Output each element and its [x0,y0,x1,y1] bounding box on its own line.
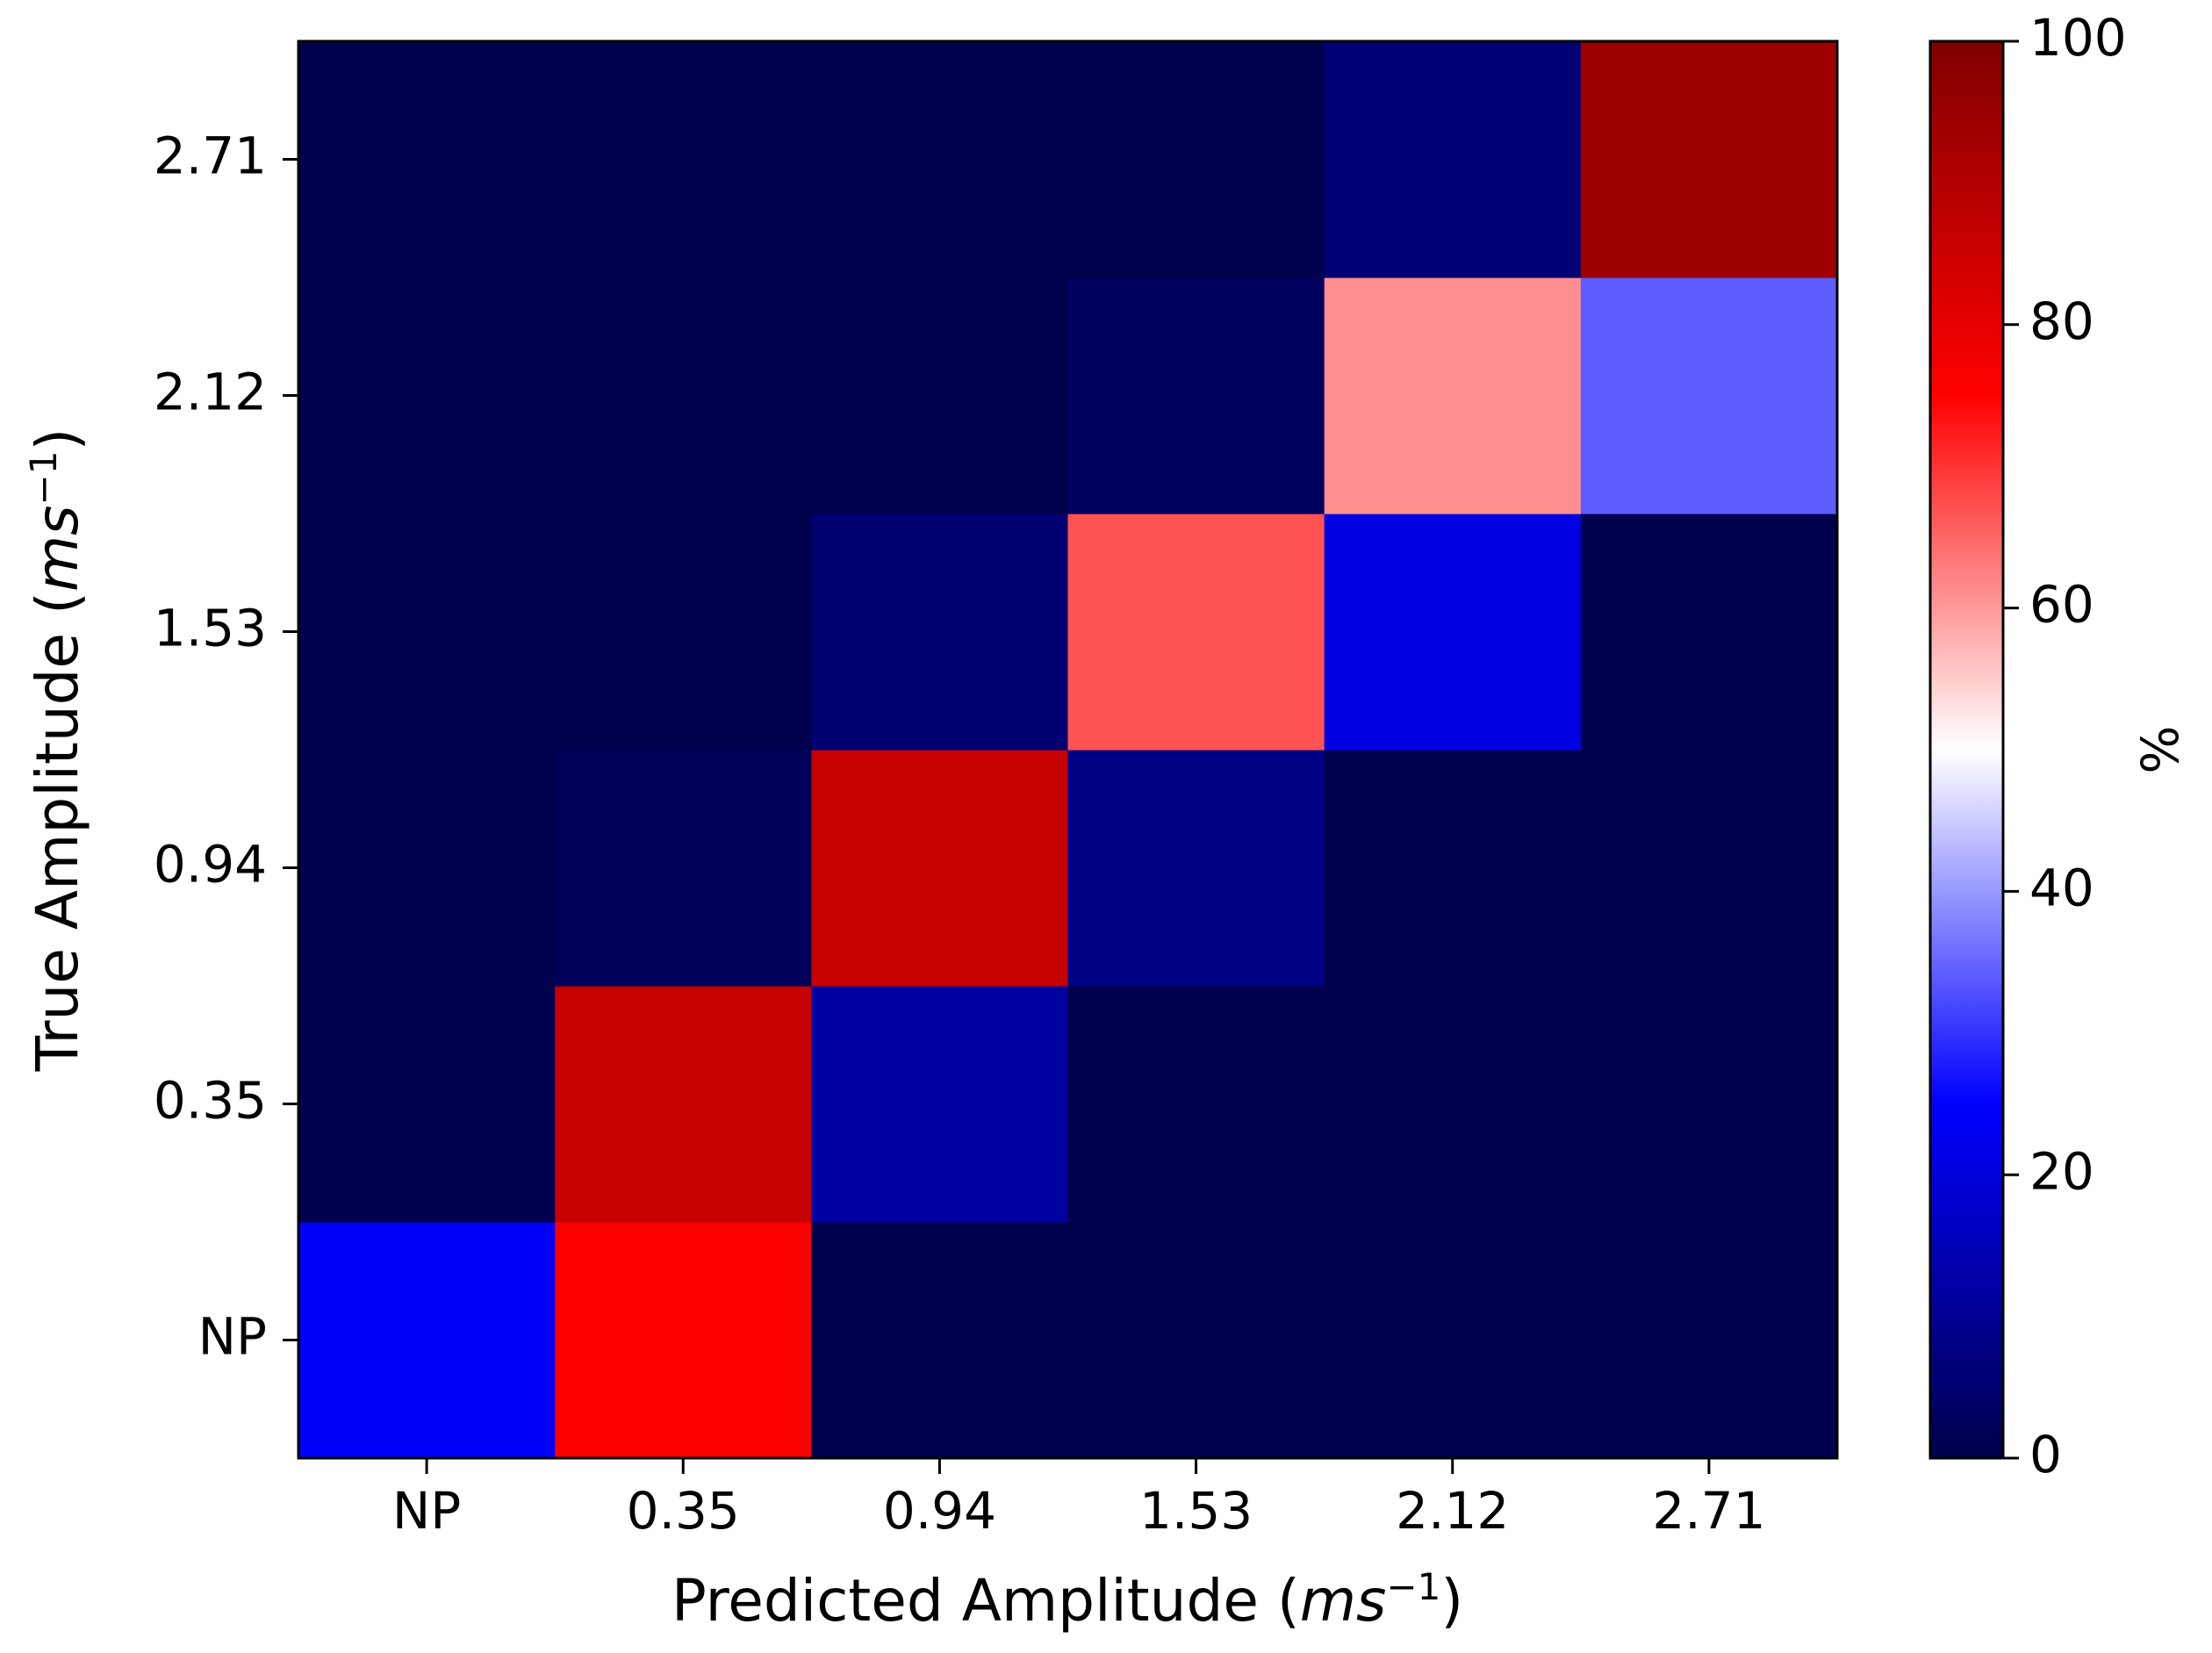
x-tick-label: 2.71 [1652,1481,1765,1541]
colorbar [1928,40,2005,1460]
x-tick-label: 0.35 [627,1481,740,1541]
heatmap-cell-r2-c0 [298,750,556,987]
heatmap-cell-r5-c3 [1067,41,1325,278]
colorbar-label: % [2129,725,2188,773]
heatmap-cell-r0-c5 [1580,1222,1838,1459]
y-axis-ticks: NP 0.35 0.94 1.53 2.12 2.71 [154,126,298,1367]
heatmap-cell-r0-c3 [1067,1222,1325,1459]
heatmap-cell-r4-c1 [555,277,812,514]
heatmap-cell-r4-c3 [1067,277,1325,514]
y-tick-label: 2.12 [154,363,267,422]
y-tick-label: 1.53 [154,599,267,658]
x-tick-label: 2.12 [1396,1481,1509,1541]
heatmap-cell-r2-c2 [811,750,1069,987]
heatmap-cell-r3-c2 [811,514,1069,751]
colorbar-tick-label: 40 [2029,859,2094,918]
colorbar-tick-label: 80 [2029,291,2094,351]
x-axis-ticks: NP 0.35 0.94 1.53 2.12 2.71 [392,1458,1765,1541]
colorbar-tick-label: 20 [2029,1141,2094,1201]
x-tick-label: 0.94 [883,1481,996,1541]
y-tick-label: NP [198,1307,267,1367]
colorbar-tick-label: 100 [2029,8,2127,68]
heatmap-cell-r5-c1 [555,41,812,278]
y-tick-label: 2.71 [154,126,267,186]
heatmap-cell-r1-c2 [811,986,1069,1223]
heatmap-cell-r5-c4 [1324,41,1582,278]
heatmap-cell-r3-c3 [1067,514,1325,751]
colorbar-tick-label: 0 [2029,1425,2062,1484]
colorbar-tick-label: 60 [2029,575,2094,635]
heatmap-cell-r3-c4 [1324,514,1582,751]
heatmap-cell-r3-c1 [555,514,812,751]
heatmap-cell-r1-c5 [1580,986,1838,1223]
heatmap-cell-r2-c3 [1067,750,1325,987]
heatmap-cell-r4-c2 [811,277,1069,514]
heatmap-cell-r5-c0 [298,41,556,278]
heatmap-cells [298,41,1838,1459]
heatmap-cell-r0-c4 [1324,1222,1582,1459]
plot-frame [297,40,1839,1460]
heatmap-cell-r3-c5 [1580,514,1838,751]
heatmap-cell-r0-c2 [811,1222,1069,1459]
heatmap-cell-r5-c5 [1580,41,1838,278]
heatmap-cell-r1-c4 [1324,986,1582,1223]
x-tick-label: NP [392,1481,461,1541]
y-tick-label: 0.35 [154,1071,267,1131]
heatmap-cell-r5-c2 [811,41,1069,278]
heatmap-cell-r0-c0 [298,1222,556,1459]
heatmap-cell-r3-c0 [298,514,556,751]
heatmap-cell-r2-c5 [1580,750,1838,987]
x-tick-label: 1.53 [1139,1481,1253,1541]
heatmap-cell-r4-c0 [298,277,556,514]
heatmap-cell-r4-c4 [1324,277,1582,514]
heatmap-cell-r2-c4 [1324,750,1582,987]
heatmap-cell-r1-c3 [1067,986,1325,1223]
heatmap-cell-r1-c0 [298,986,556,1223]
heatmap-cell-r2-c1 [555,750,812,987]
y-axis-label: True Amplitude (ms−1) [22,428,92,1072]
x-axis-label: Predicted Amplitude (ms−1) [672,1565,1463,1635]
colorbar-ticks: 0 20 40 60 80 100 [2003,8,2127,1484]
heatmap-cell-r4-c5 [1580,277,1838,514]
heatmap-cell-r0-c1 [555,1222,812,1459]
heatmap-cell-r1-c1 [555,986,812,1223]
y-tick-label: 0.94 [154,835,267,895]
